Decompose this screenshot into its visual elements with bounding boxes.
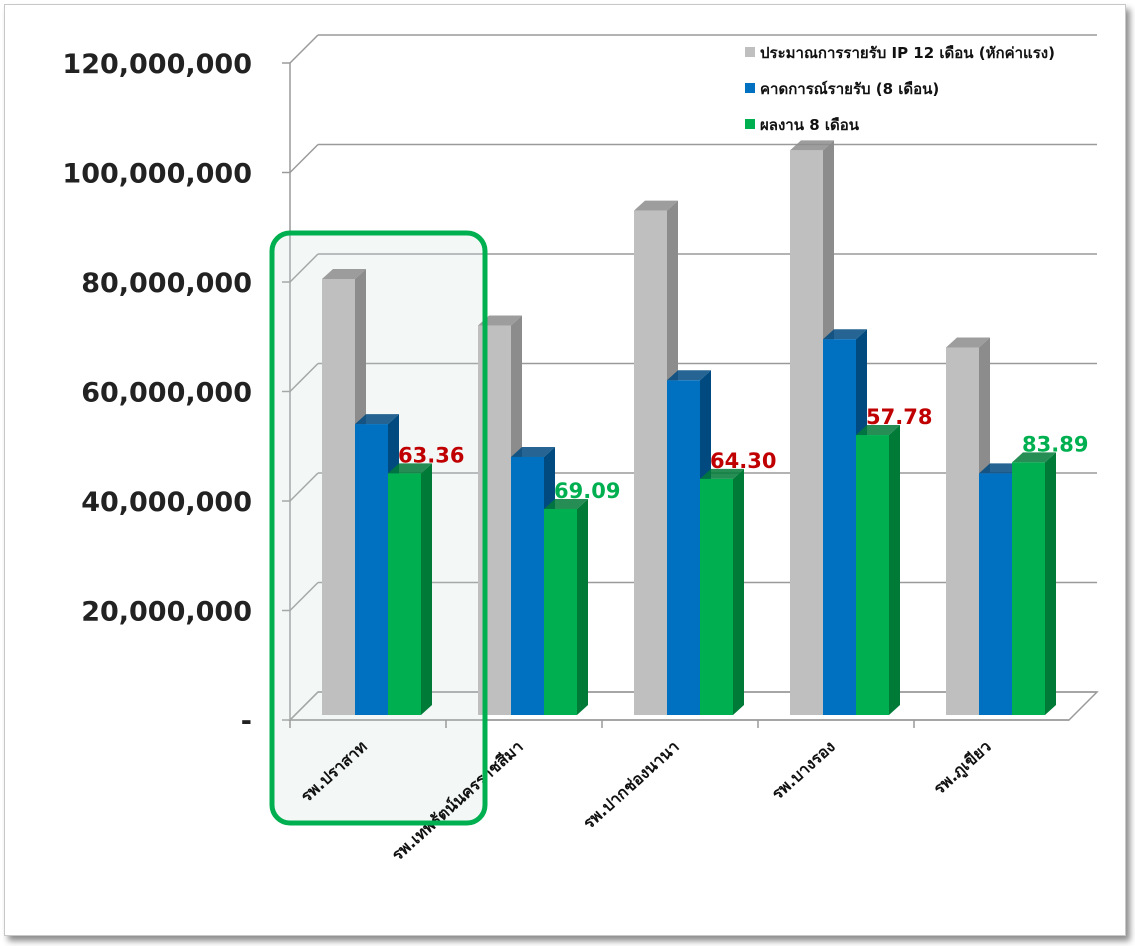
- y-tick-label: 20,000,000: [81, 597, 252, 628]
- x-tick-label: รพ.ปากช่องนานา: [579, 737, 683, 833]
- data-label: 69.09: [554, 479, 620, 503]
- bar-1-4: [790, 150, 823, 715]
- bar-3-1: [388, 473, 421, 715]
- bar-2-5: [979, 473, 1012, 715]
- y-tick-label: 120,000,000: [62, 49, 252, 80]
- y-tick-label: 100,000,000: [62, 159, 252, 190]
- bar-side: [733, 469, 744, 715]
- bar-1-5: [946, 347, 979, 715]
- legend-label: คาดการณ์รายรับ (8 เดือน): [760, 80, 939, 98]
- bar-3-4: [856, 435, 889, 715]
- legend-swatch: [745, 119, 755, 129]
- data-label: 64.30: [710, 449, 776, 473]
- gridline-side: [290, 145, 318, 173]
- gridline-side: [290, 35, 318, 63]
- legend-label: ประมาณการรายรับ IP 12 เดือน (หักค่าแรง): [760, 44, 1055, 62]
- data-label: 57.78: [866, 405, 932, 429]
- bar-3-3: [700, 479, 733, 715]
- bar-2-2: [511, 457, 544, 715]
- y-tick-label: 80,000,000: [81, 268, 252, 299]
- x-tick-label: รพ.ภูเขียว: [930, 737, 996, 800]
- y-tick-label: -: [241, 706, 252, 737]
- legend-label: ผลงาน 8 เดือน: [760, 116, 860, 134]
- data-label: 63.36: [398, 443, 464, 467]
- bar-1-1: [322, 279, 355, 715]
- bar-2-4: [823, 339, 856, 715]
- bar-side: [1045, 452, 1056, 715]
- y-tick-label: 40,000,000: [81, 487, 252, 518]
- bar-1-3: [634, 211, 667, 715]
- y-tick-label: 60,000,000: [81, 378, 252, 409]
- bar-3-5: [1012, 462, 1045, 715]
- bar-side: [577, 499, 588, 715]
- bar-2-1: [355, 424, 388, 715]
- bar-side: [889, 425, 900, 715]
- data-label: 83.89: [1022, 432, 1088, 456]
- bar-2-3: [667, 380, 700, 715]
- x-tick-label: รพ.บางรอง: [768, 737, 839, 803]
- bar-3-2: [544, 509, 577, 715]
- legend-swatch: [745, 47, 755, 57]
- bar-side: [421, 463, 432, 715]
- legend-swatch: [745, 83, 755, 93]
